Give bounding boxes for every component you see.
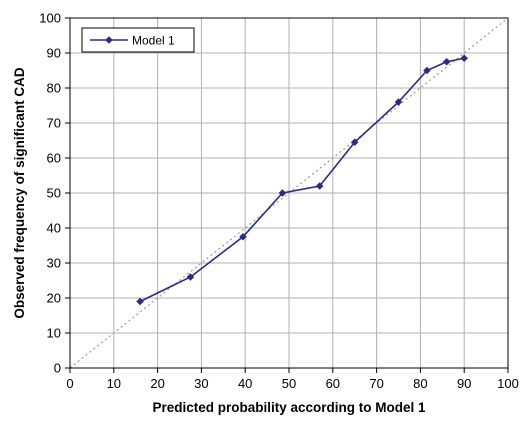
data-point-marker — [350, 138, 359, 147]
x-tick-label: 20 — [150, 376, 164, 391]
x-tick-label: 30 — [194, 376, 208, 391]
x-tick-label: 0 — [66, 376, 73, 391]
legend-diamond-marker — [105, 36, 113, 44]
x-tick-label: 100 — [497, 376, 519, 391]
y-tick-label: 50 — [47, 186, 61, 201]
y-tick-label: 0 — [54, 361, 61, 376]
y-tick-label: 30 — [47, 256, 61, 271]
reference-line-layer — [69, 17, 509, 369]
y-tick-label: 60 — [47, 151, 61, 166]
data-point-marker — [239, 232, 247, 241]
y-tick-label: 70 — [47, 116, 61, 131]
y-tick-label: 80 — [47, 81, 61, 96]
series-layer — [136, 54, 468, 306]
data-point-marker — [136, 297, 144, 306]
data-point-marker — [394, 98, 403, 106]
y-tick-label: 90 — [47, 46, 61, 61]
y-tick-label: 10 — [47, 326, 61, 341]
y-axis-title: Observed frequency of significant CAD — [12, 67, 27, 319]
data-point-marker — [278, 189, 287, 197]
data-point-marker — [460, 54, 468, 63]
x-tick-label: 60 — [326, 376, 340, 391]
legend: Model 1 — [81, 27, 195, 53]
x-tick-label: 10 — [107, 376, 121, 391]
x-tick-label: 70 — [369, 376, 383, 391]
data-point-marker — [442, 57, 451, 66]
y-tick-label: 40 — [47, 221, 61, 236]
data-point-marker — [186, 273, 195, 281]
reference-diagonal-line — [69, 17, 509, 369]
x-tick-label: 90 — [457, 376, 471, 391]
data-point-marker — [423, 66, 431, 75]
x-tick-label: 80 — [413, 376, 427, 391]
x-tick-label: 50 — [282, 376, 296, 391]
y-tick-label: 20 — [47, 291, 61, 306]
series-line-model-1 — [139, 57, 465, 303]
data-point-marker — [315, 182, 324, 190]
y-tick-label: 100 — [39, 11, 61, 26]
legend-label-model-1: Model 1 — [132, 34, 175, 48]
x-tick-label: 40 — [238, 376, 252, 391]
x-axis-title: Predicted probability according to Model… — [152, 400, 426, 415]
tick-layer: 0 10 20 30 40 50 60 70 80 90 100 0 10 20 30 40 50 60 70 80 9… — [39, 11, 519, 392]
